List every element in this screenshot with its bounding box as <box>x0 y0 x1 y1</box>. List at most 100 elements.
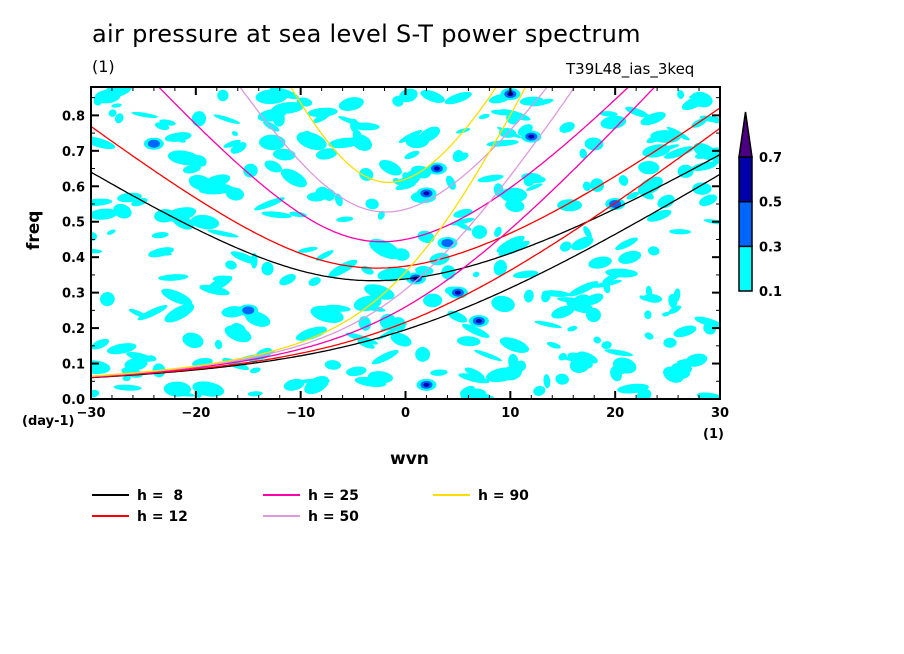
colorbar-label: 0.1 <box>759 285 782 300</box>
contour-blob <box>516 360 527 372</box>
contour-blob <box>588 256 612 269</box>
contour-blob <box>664 146 695 159</box>
contour-blob <box>460 388 482 399</box>
contour-blob <box>124 357 148 371</box>
contour-blob <box>512 270 539 279</box>
contour-blob <box>324 360 342 370</box>
contour-blob <box>106 229 116 235</box>
contour-blob <box>264 160 282 173</box>
contour-blob <box>555 373 570 385</box>
contour-blob <box>92 232 97 241</box>
contour-blob <box>313 111 332 124</box>
contour-blob <box>582 181 592 192</box>
contour-blob <box>592 279 622 288</box>
experiment-name: T39L48_ias_3keq <box>566 60 695 78</box>
contour-blob <box>261 211 292 219</box>
contour-blob <box>193 155 207 167</box>
ig-curve-h8 <box>92 153 720 282</box>
contour-blob <box>447 310 468 323</box>
contour-blob <box>663 337 677 348</box>
contour-blob <box>567 325 578 332</box>
x-tick-label: 0 <box>401 406 410 421</box>
contour-blob <box>269 88 299 100</box>
contour-blob <box>182 332 204 349</box>
contour-blob <box>188 174 213 191</box>
contour-blob <box>456 336 481 347</box>
contour-blob <box>94 89 121 104</box>
contour-blob <box>618 250 642 264</box>
contour-blob <box>584 137 604 151</box>
contour-blob <box>223 139 241 148</box>
contour-blob <box>508 353 519 370</box>
contour-blob <box>599 111 618 117</box>
contour-blob <box>207 229 239 238</box>
contour-blob <box>92 136 116 150</box>
contour-blob <box>379 160 402 176</box>
contour-blob <box>190 214 220 230</box>
contour-blob <box>122 375 131 382</box>
contour-blob <box>625 106 649 118</box>
contour-blob <box>182 164 201 174</box>
contour-blob <box>392 96 404 107</box>
contour-blob <box>640 112 666 126</box>
contour-blob <box>213 114 241 124</box>
x-axis-units: (1) <box>703 427 724 442</box>
contour-blob <box>296 97 313 107</box>
contour-blob <box>420 90 445 103</box>
ig-curve-h90 <box>290 88 497 184</box>
contour-blob <box>298 246 318 253</box>
y-tick-label: 0.8 <box>62 109 85 124</box>
contour-blob <box>308 277 321 287</box>
contour-blob <box>541 290 551 303</box>
contour-blob <box>559 122 575 133</box>
field-units: (1) <box>92 57 115 76</box>
contour-blob <box>405 134 430 149</box>
ig-curve-h12 <box>92 107 720 269</box>
y-tick-label: 0.0 <box>62 393 85 408</box>
contour-blob-core <box>433 166 440 171</box>
contour-blob <box>398 88 418 103</box>
contour-blob <box>92 338 110 350</box>
x-tick-label: −10 <box>286 406 315 421</box>
contour-blob <box>543 374 551 389</box>
mrg-curve-h12 <box>92 127 720 378</box>
contour-blob <box>579 148 588 159</box>
contour-blob <box>92 198 113 207</box>
contour-blob <box>677 90 685 100</box>
contour-blob <box>444 91 472 105</box>
contour-blob <box>279 274 296 286</box>
contour-blob <box>644 332 654 340</box>
x-tick-label: −30 <box>77 406 106 421</box>
y-tick-label: 0.2 <box>62 322 85 337</box>
contour-blob-core <box>475 319 482 323</box>
contour-blob <box>546 341 561 349</box>
contour-blob <box>92 208 118 220</box>
y-tick-label: 0.5 <box>62 216 85 231</box>
x-axis: −30 −20 −10 0 10 20 30 <box>77 87 729 421</box>
ig-curve-h50 <box>239 88 548 213</box>
contour-blob <box>92 360 111 375</box>
contour-blob <box>163 381 192 397</box>
contour-blob <box>250 253 258 269</box>
contour-blob <box>523 289 534 303</box>
contour-blob <box>377 210 385 220</box>
contour-blob <box>283 378 305 391</box>
contour-blob <box>551 305 575 319</box>
contour-blob <box>158 274 189 281</box>
contour-blob <box>647 246 660 256</box>
contour-blob <box>676 358 699 365</box>
contour-blob <box>217 89 229 102</box>
contour-blob <box>296 131 327 151</box>
contour-blob <box>151 232 169 239</box>
contour-blob <box>338 97 364 111</box>
contour-blob <box>417 230 435 243</box>
contour-blob <box>615 237 638 251</box>
contour-blob <box>328 259 358 278</box>
contour-blob-mid <box>609 200 622 208</box>
contour-blob <box>602 269 628 283</box>
mrg-curve-h50 <box>92 88 575 377</box>
contour-blob <box>557 199 583 212</box>
contour-blob <box>243 163 258 178</box>
contour-blob <box>583 226 592 239</box>
contour-blob <box>694 316 720 328</box>
